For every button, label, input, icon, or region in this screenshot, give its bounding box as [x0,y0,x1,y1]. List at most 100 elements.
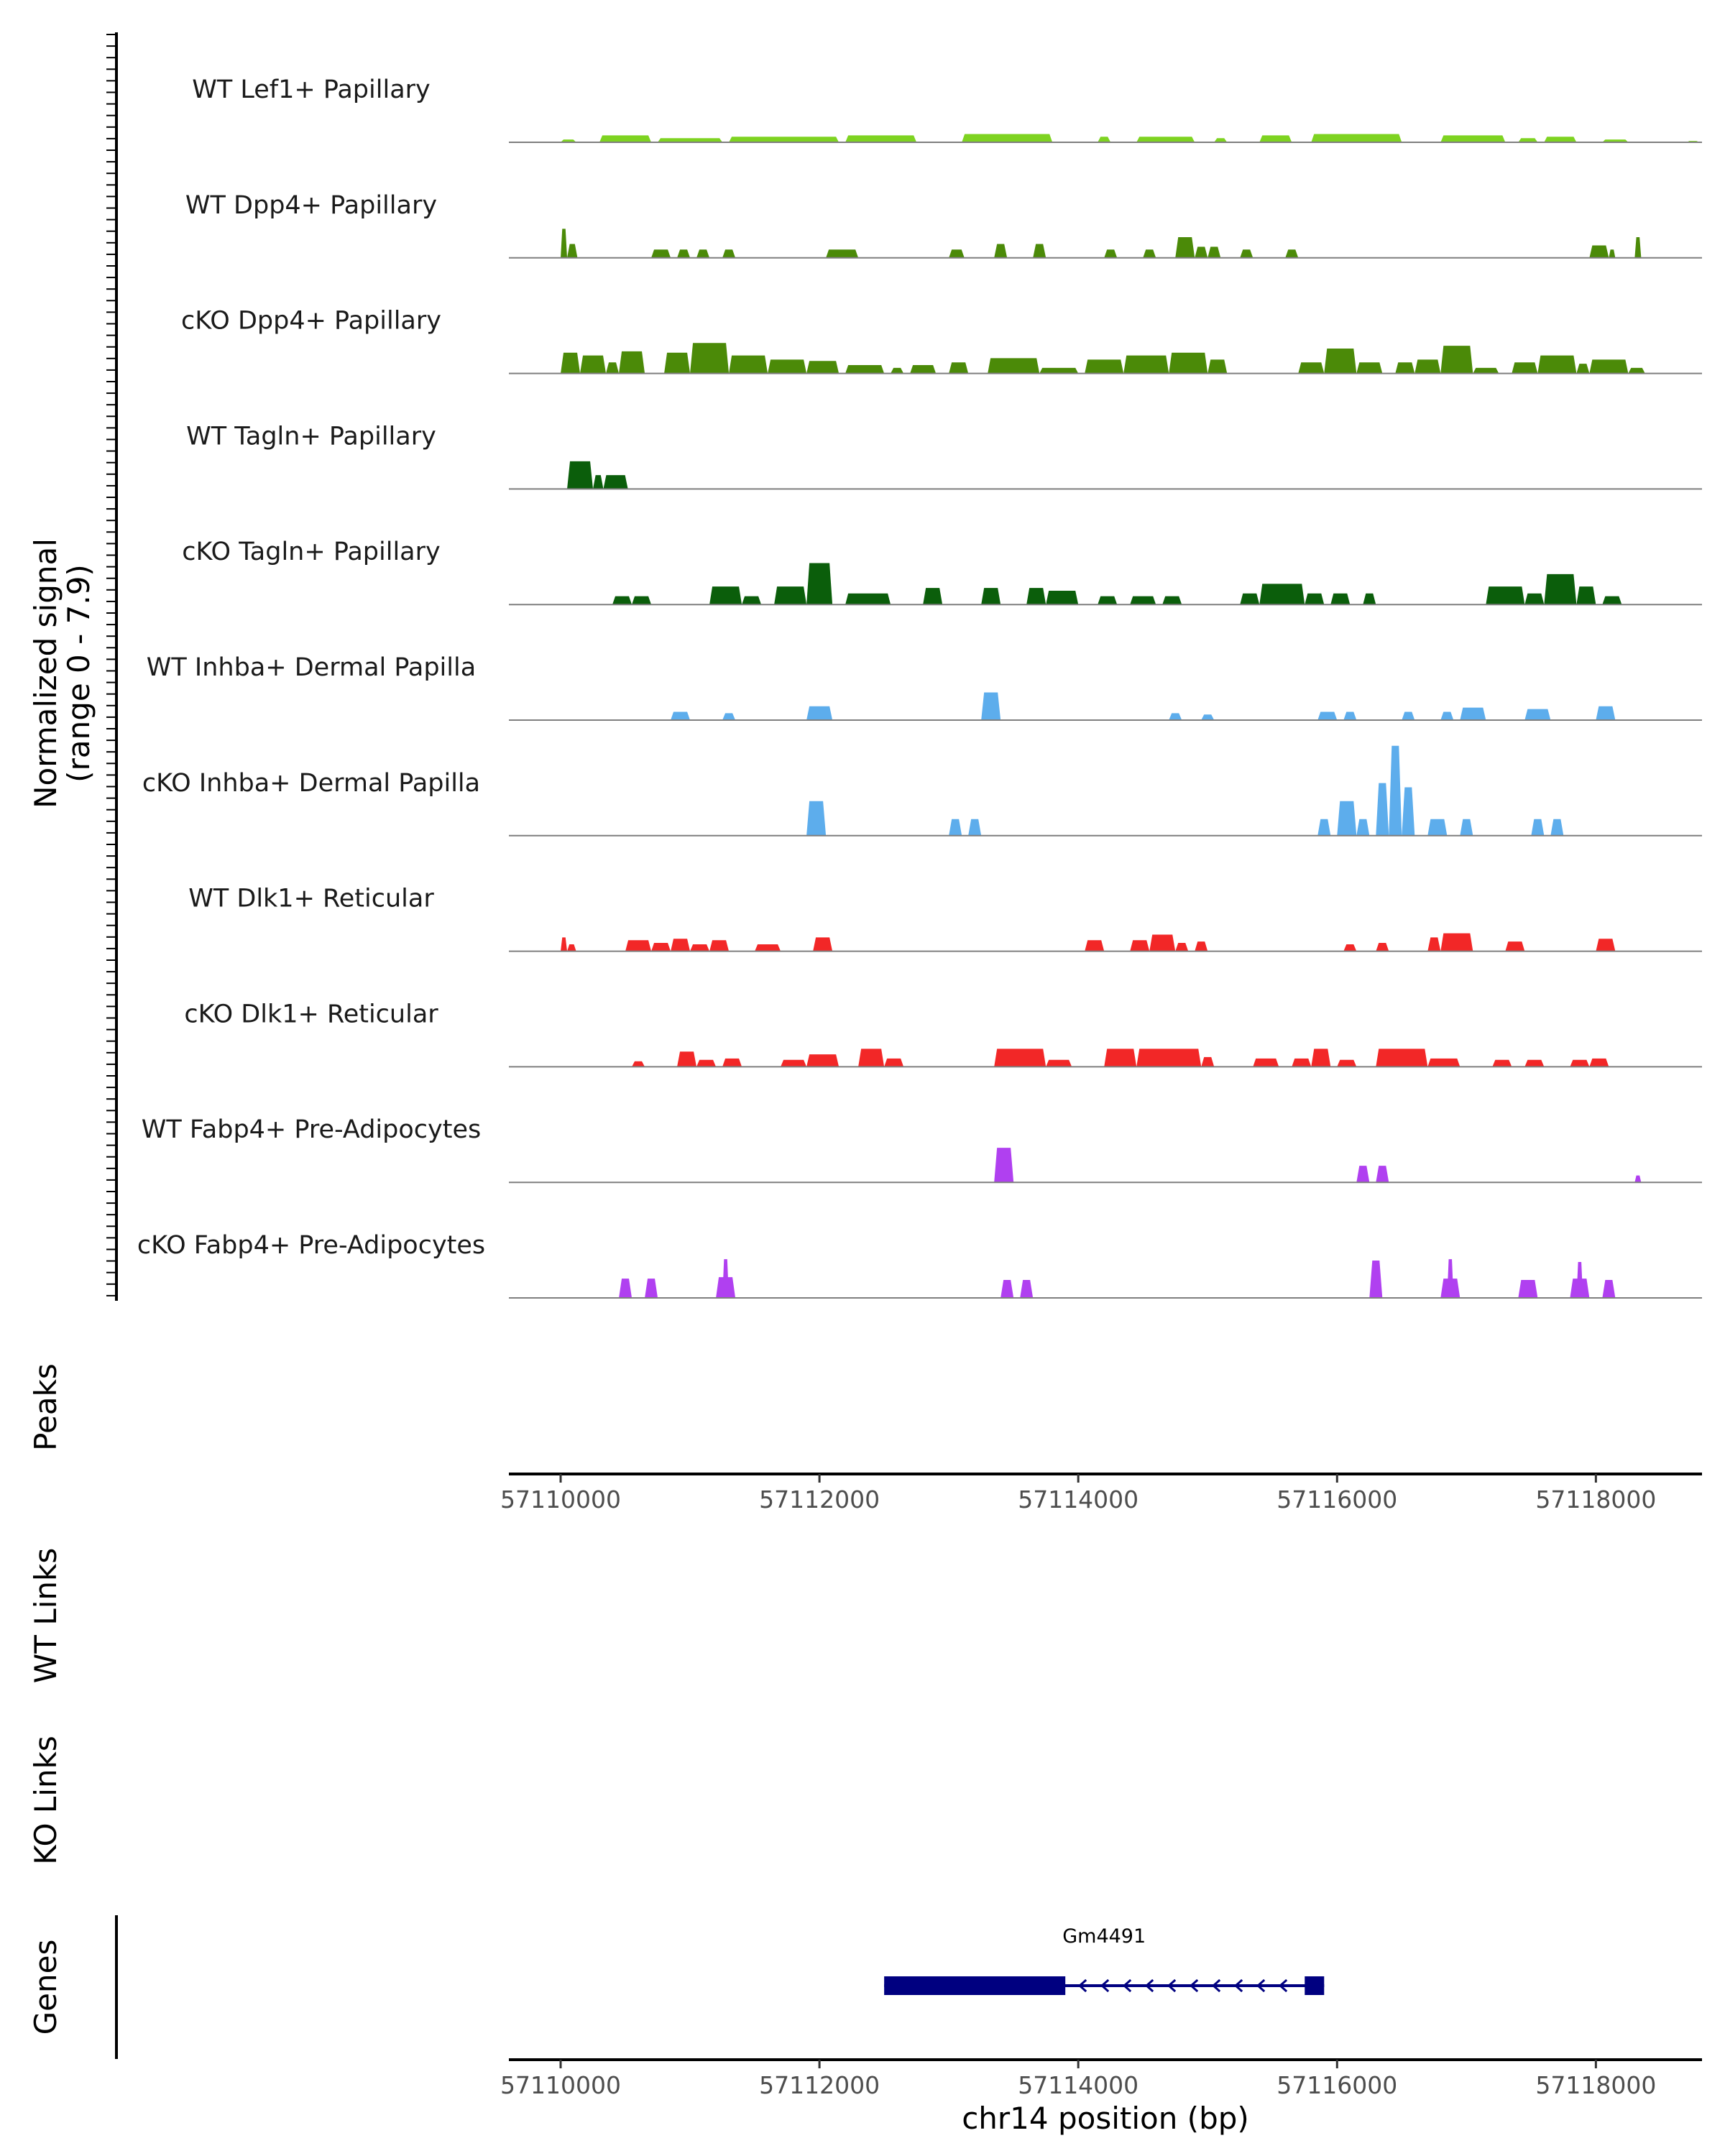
coverage-peak [567,944,576,952]
coverage-peak [1305,593,1325,605]
gene-exon [884,1976,1066,1995]
x-axis-tick-label: 57112000 [759,2071,880,2099]
coverage-peak [774,586,807,605]
peaks-panel-label: Peaks [28,1363,63,1451]
coverage-peak [1427,819,1448,836]
gene-exon [1305,1976,1325,1995]
coverage-peak [1330,593,1351,605]
coverage-peak [1130,596,1156,605]
track-3: cKO Dpp4+ Papillary [181,307,1702,374]
coverage-peak [994,1049,1046,1067]
coverage-peak [1201,1056,1215,1067]
coverage-peak [1136,1049,1202,1067]
coverage-peak [1175,943,1189,952]
coverage-peak [1447,1259,1454,1298]
coverage-peak [1531,819,1545,836]
genes-x-axis: 57110000 57112000 57114000 57116000 57118000 [500,2060,1656,2099]
coverage-peak [949,362,969,374]
coverage-peak [1046,590,1079,605]
coverage-peak [1460,707,1486,720]
coverage-peak [1596,706,1616,720]
coverage-peak [988,358,1040,374]
coverage-peak [1317,819,1331,836]
coverage-peak [858,1049,885,1067]
coverage-peak [1550,819,1564,836]
coverage-peak [664,352,691,374]
coverage-peak [994,1148,1014,1183]
coverage-peak [651,249,671,258]
track-label: cKO Dpp4+ Papillary [181,307,441,336]
coverage-peak [1402,787,1415,836]
coverage-peak [742,596,762,605]
coverage-peak [690,944,710,952]
coverage-peak [1570,1059,1590,1067]
strand-arrow [1100,1978,1110,1993]
coverage-peak [1376,1166,1389,1183]
coverage-peak [651,943,671,952]
coverage-peak [1169,352,1208,374]
coverage-peak [593,475,604,489]
genes-panel-label: Genes [28,1940,63,2035]
x-axis-tick-label: 57114000 [1018,2071,1138,2099]
coverage-peak [949,249,965,258]
coverage-peak [826,249,859,258]
coverage-peak [561,229,568,258]
coverage-peak [806,1054,840,1067]
coverage-peak [1492,1059,1512,1067]
signal-axis-subtitle: (range 0 - 7.9) [61,564,96,783]
coverage-peak [923,588,943,605]
coverage-peak [1634,236,1642,258]
coverage-peak [845,365,885,374]
coverage-peak [1414,359,1441,374]
coverage-peak [1363,593,1376,605]
coverage-peak [580,355,607,374]
ko-links-panel-label: KO Links [28,1736,63,1865]
coverage-peak [612,596,632,605]
coverage-peak [1389,745,1402,836]
coverage-peak [1201,714,1215,720]
coverage-peak [755,944,781,952]
coverage-peak [709,940,730,952]
coverage-peak [1602,1279,1616,1298]
coverage-peak [1356,362,1383,374]
coverage-peak [981,692,1001,720]
track-label: cKO Inhba+ Dermal Papilla [142,769,480,798]
coverage-peak [1576,1261,1583,1298]
coverage-peak [632,1061,645,1067]
coverage-peak [1195,247,1208,258]
track-11: cKO Fabp4+ Pre-Adipocytes [137,1231,1702,1299]
coverage-peak [709,586,742,605]
coverage-peak [1343,711,1357,720]
coverage-peak [677,249,691,258]
coverage-peak [1285,249,1299,258]
gene-gm4491: Gm4491 [884,1925,1325,1995]
coverage-peak [1169,713,1182,720]
coverage-peak [1098,596,1118,605]
coverage-peak [1576,586,1596,605]
coverage-peak [910,365,937,374]
coverage-peak [1440,933,1473,952]
signal-axis-ticks [106,34,116,1296]
coverage-peak [806,361,840,374]
coverage-peak [1505,941,1525,952]
coverage-peak [722,713,736,720]
track-1: WT Lef1+ Papillary [192,75,1702,143]
coverage-peak [1376,943,1389,952]
coverage-peak [632,596,652,605]
coverage-peak [1544,573,1577,605]
track-label: WT Tagln+ Papillary [186,422,436,451]
coverage-peak [619,351,645,374]
coverage-peak [619,1279,632,1298]
coverage-peak [671,939,691,952]
coverage-peak [1589,359,1629,374]
x-axis-tick-label: 57110000 [500,2071,621,2099]
x-axis-tick-label: 57116000 [1276,1485,1397,1514]
coverage-peak [1143,249,1156,258]
coverage-peak [884,1058,904,1067]
coverage-peak [1602,596,1622,605]
coverage-peak [1123,355,1169,374]
coverage-peak [1460,819,1473,836]
strand-arrow [1256,1978,1266,1993]
strand-arrow [1167,1978,1177,1993]
x-axis-tick-label: 57118000 [1535,2071,1656,2099]
